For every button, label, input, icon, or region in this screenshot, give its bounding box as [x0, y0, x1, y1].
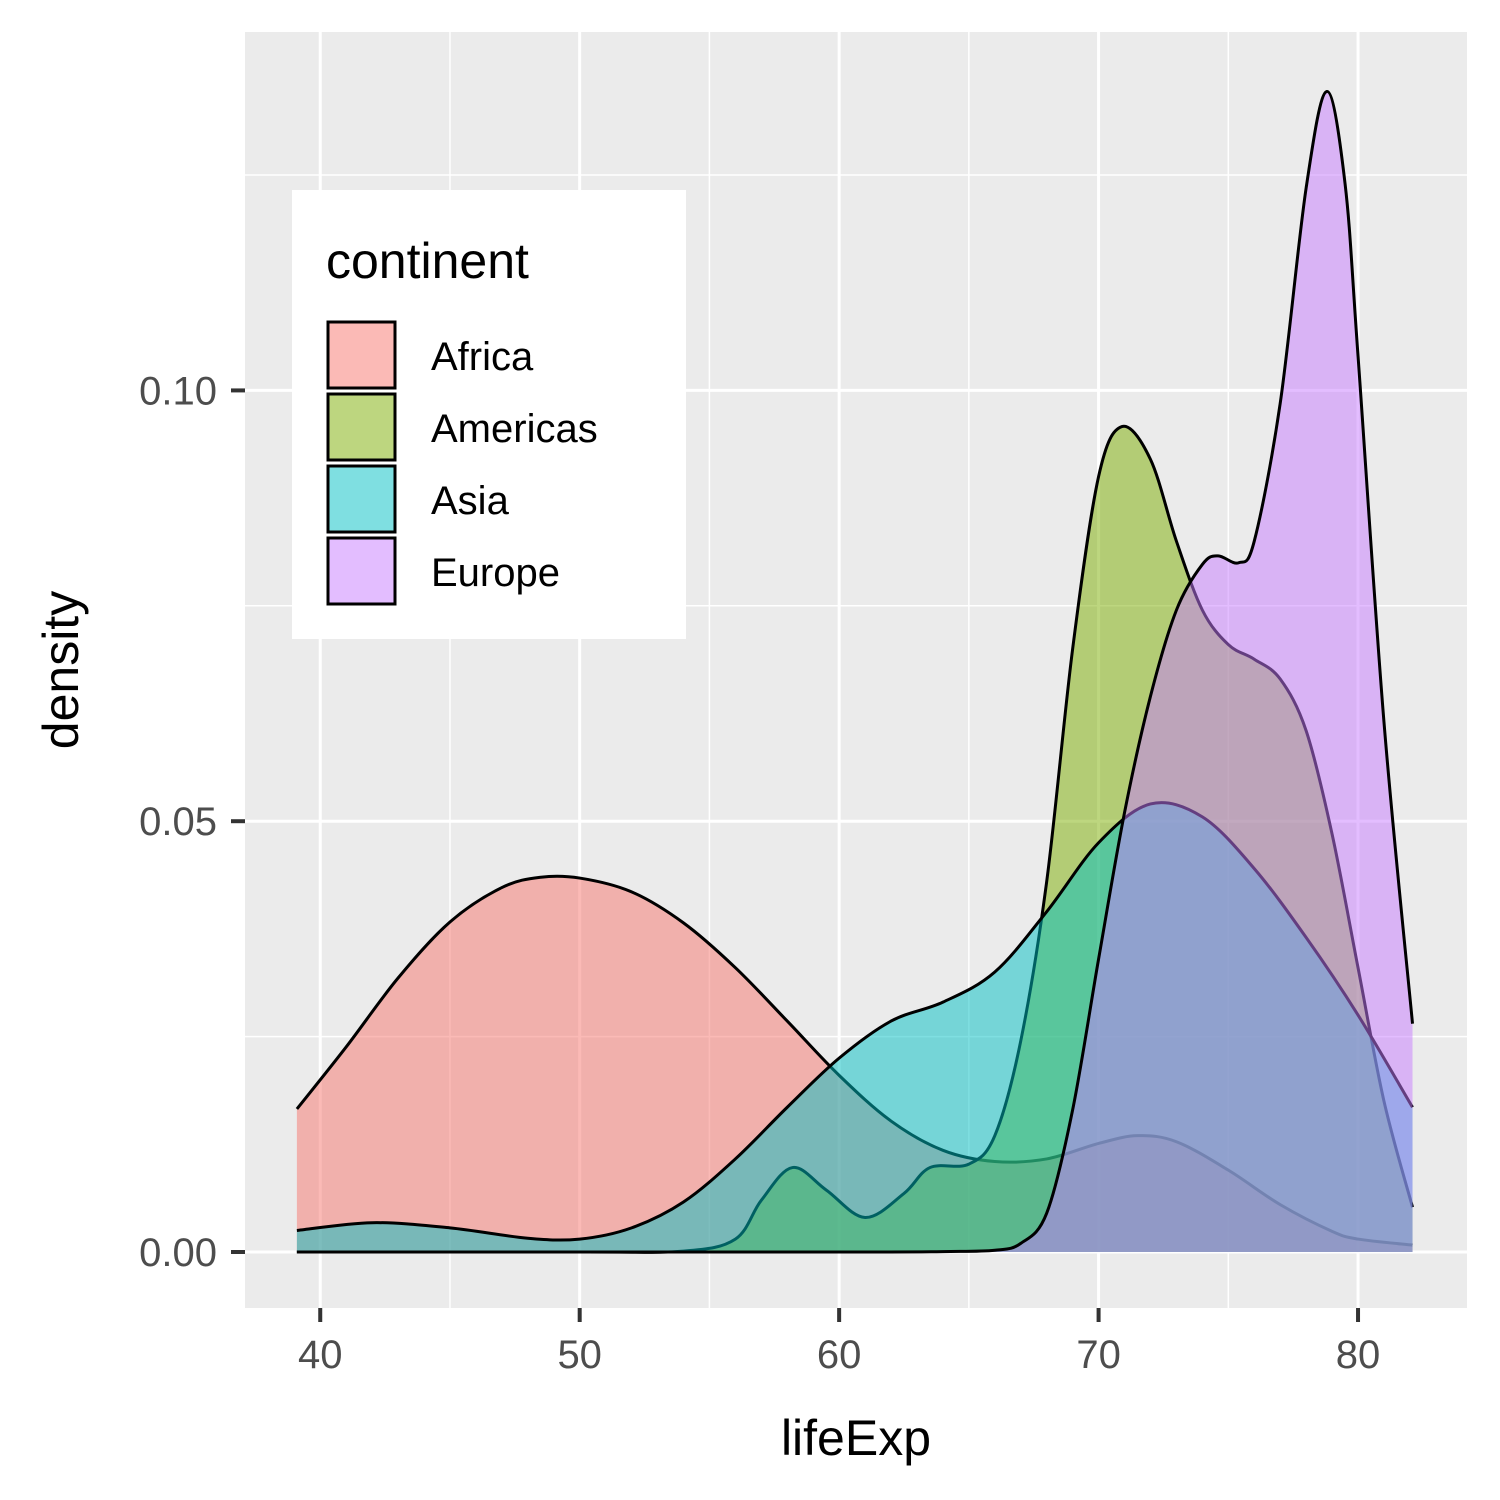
x-tick-label: 70	[1076, 1333, 1121, 1377]
legend-label-europe: Europe	[431, 551, 560, 595]
x-axis-title: lifeExp	[781, 1410, 931, 1466]
x-tick-label: 60	[817, 1333, 862, 1377]
y-tick-label: 0.00	[139, 1231, 217, 1275]
y-axis-title: density	[33, 591, 89, 749]
legend-label-asia: Asia	[431, 479, 510, 523]
x-tick-label: 50	[557, 1333, 602, 1377]
density-area-europe	[296, 91, 1413, 1253]
legend-label-americas: Americas	[431, 407, 598, 451]
legend-key-asia	[326, 464, 397, 534]
legend-key-africa	[326, 320, 397, 390]
density-series	[295, 89, 1415, 1254]
density-line-europe	[296, 89, 1415, 1254]
x-tick-label: 40	[298, 1333, 343, 1377]
legend-items: Africa Americas Asia Europe	[326, 320, 598, 606]
y-axis: 0.00 0.05 0.10	[139, 369, 245, 1275]
legend-label-africa: Africa	[431, 335, 534, 379]
legend-key-americas	[326, 392, 397, 462]
legend-title: continent	[326, 233, 529, 289]
y-tick-label: 0.05	[139, 800, 217, 844]
y-tick-label: 0.10	[139, 369, 217, 413]
legend-key-europe	[326, 536, 397, 606]
legend: continent Africa Americas Asia Europe	[292, 190, 686, 639]
x-tick-label: 80	[1336, 1333, 1381, 1377]
x-axis: 40 50 60 70 80	[298, 1308, 1380, 1377]
